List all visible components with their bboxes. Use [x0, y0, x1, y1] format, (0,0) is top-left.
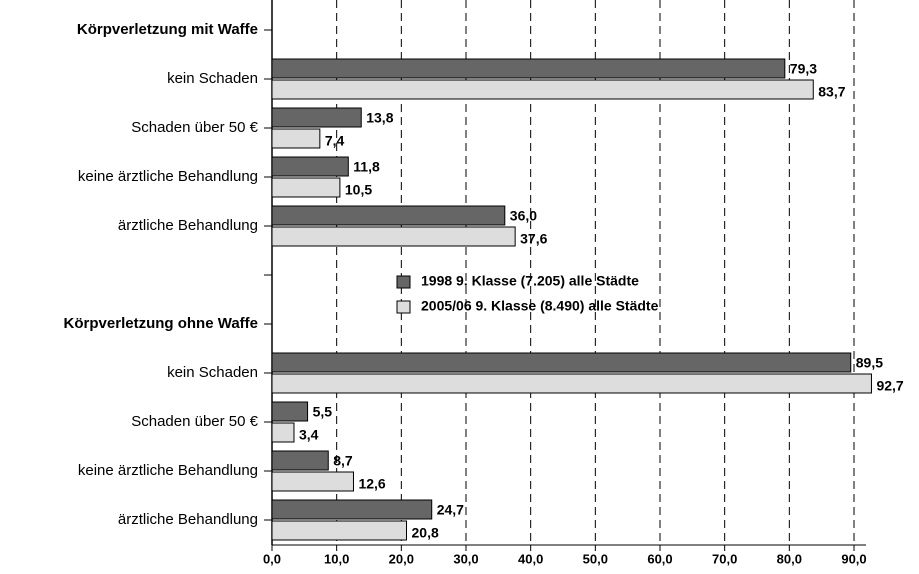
x-tick-label: 80,0	[777, 551, 802, 566]
bar	[271, 422, 295, 443]
value-label: 79,3	[790, 61, 817, 77]
bar	[271, 401, 309, 422]
bar	[271, 450, 329, 471]
value-label: 37,6	[520, 231, 547, 247]
y-tick-label: Körpverletzung ohne Waffe	[64, 315, 258, 332]
bar	[271, 499, 433, 520]
legend-swatch	[396, 275, 411, 289]
y-tick-label: keine ärztliche Behandlung	[78, 462, 258, 479]
bar	[271, 205, 506, 226]
x-tick-label: 10,0	[324, 551, 349, 566]
bar	[271, 107, 362, 128]
x-tick-label: 70,0	[712, 551, 737, 566]
value-label: 11,8	[353, 159, 380, 175]
x-tick-label: 30,0	[453, 551, 478, 566]
value-label: 24,7	[437, 502, 464, 518]
value-label: 3,4	[299, 427, 319, 443]
value-label: 8,7	[333, 453, 353, 469]
y-tick-label: ärztliche Behandlung	[118, 511, 258, 528]
value-label: 92,7	[876, 378, 903, 394]
bar	[271, 156, 349, 177]
x-tick-label: 20,0	[389, 551, 414, 566]
legend-label: 1998 9. Klasse (7.205) alle Städte	[421, 273, 639, 289]
value-label: 10,5	[345, 182, 372, 198]
value-label: 20,8	[412, 525, 439, 541]
bar	[271, 520, 408, 541]
y-tick-label: Schaden über 50 €	[131, 119, 258, 136]
y-tick-label: Schaden über 50 €	[131, 413, 258, 430]
bar	[271, 373, 872, 394]
value-label: 13,8	[366, 110, 393, 126]
bar	[271, 226, 516, 247]
bar	[271, 177, 341, 198]
x-tick-label: 50,0	[583, 551, 608, 566]
bar	[271, 58, 786, 79]
value-label: 36,0	[510, 208, 537, 224]
legend-label: 2005/06 9. Klasse (8.490) alle Städte	[421, 298, 659, 314]
x-tick-label: 60,0	[647, 551, 672, 566]
bar	[271, 128, 321, 149]
bar	[271, 352, 852, 373]
value-label: 7,4	[325, 133, 345, 149]
legend-swatch	[396, 300, 411, 314]
value-label: 12,6	[358, 476, 385, 492]
value-label: 5,5	[313, 404, 333, 420]
y-tick-label: kein Schaden	[167, 70, 258, 87]
y-tick-label: Körpverletzung mit Waffe	[77, 21, 258, 38]
x-tick-label: 40,0	[518, 551, 543, 566]
bar	[271, 79, 814, 100]
x-tick-label: 0,0	[263, 551, 281, 566]
value-label: 89,5	[856, 355, 883, 371]
bar	[271, 471, 354, 492]
y-tick-label: keine ärztliche Behandlung	[78, 168, 258, 185]
value-label: 83,7	[818, 84, 845, 100]
y-tick-label: ärztliche Behandlung	[118, 217, 258, 234]
x-tick-label: 90,0	[841, 551, 866, 566]
y-tick-label: kein Schaden	[167, 364, 258, 381]
